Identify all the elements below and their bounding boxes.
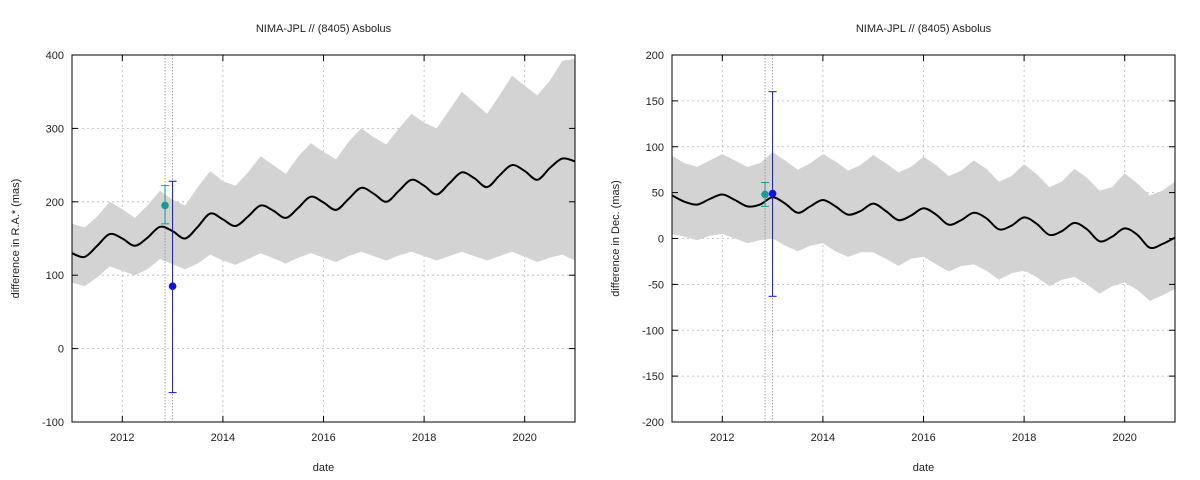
ra-observation-point (168, 180, 177, 394)
dec-observation-marker (761, 190, 769, 199)
dec-y-tick-label: -100 (642, 325, 664, 337)
dec-uncertainty-band (672, 152, 1175, 301)
dec-y-tick-label: 50 (652, 188, 664, 200)
ra-difference-chart: NIMA-JPL // (8405) Asbolus -100 0 100 200 300… (10, 23, 576, 474)
ra-x-tick-label: 2018 (412, 432, 436, 444)
ra-x-tick-label: 2016 (311, 432, 335, 444)
dec-y-tick-label: 0 (658, 234, 664, 246)
dec-y-tick-label: 150 (646, 96, 664, 108)
ra-y-axis-label: difference in R.A.* (mas) (10, 179, 22, 299)
dec-chart-title: NIMA-JPL // (8405) Asbolus (856, 23, 992, 35)
dec-x-tick-label: 2016 (911, 432, 935, 444)
dec-difference-chart: NIMA-JPL // (8405) Asbolus -200 -150 -100 -5… (600, 0, 1200, 480)
ra-model-line (72, 157, 575, 259)
dec-y-tick-label: -200 (642, 417, 664, 429)
ra-y-tick-label: 200 (46, 197, 64, 209)
dec-y-tick-label: 100 (646, 142, 664, 154)
ra-chart-title: NIMA-JPL // (8405) Asbolus (256, 23, 392, 35)
ra-y-tick-label: -100 (42, 417, 64, 429)
ra-observation-point (161, 185, 170, 225)
ra-x-tick-label: 2012 (110, 432, 134, 444)
ra-chart-svg: NIMA-JPL // (8405) Asbolus -100 0 100 200 300… (10, 23, 576, 474)
ra-observation-marker (161, 201, 169, 210)
ra-x-tick-label: 2014 (211, 432, 235, 444)
ra-y-tick-label: 300 (46, 123, 64, 135)
dec-x-tick-label: 2018 (1012, 432, 1036, 444)
ra-x-axis-label: date (313, 462, 334, 474)
ra-observation-marker (168, 282, 177, 291)
dec-x-tick-label: 2020 (1112, 432, 1136, 444)
dec-x-tick-label: 2012 (710, 432, 734, 444)
ra-x-tick-label: 2020 (512, 432, 536, 444)
dec-observation-point (768, 91, 777, 297)
dec-x-tick-label: 2014 (811, 432, 835, 444)
dec-y-tick-label: -50 (648, 279, 664, 291)
ra-y-tick-label: 0 (58, 344, 64, 356)
dec-observation-point (761, 182, 770, 207)
dec-y-axis-label: difference in Dec. (mas) (610, 180, 622, 297)
dec-chart-svg: NIMA-JPL // (8405) Asbolus -200 -150 -100 -5… (610, 23, 1176, 474)
dec-model-line (672, 193, 1175, 250)
dec-y-tick-label: -150 (642, 371, 664, 383)
ra-y-tick-label: 100 (46, 270, 64, 282)
dec-x-axis-label: date (913, 462, 934, 474)
dec-y-tick-label: 200 (646, 50, 664, 62)
ra-uncertainty-band (72, 58, 575, 287)
ra-y-tick-label: 400 (46, 50, 64, 62)
dec-observation-marker (768, 189, 777, 198)
